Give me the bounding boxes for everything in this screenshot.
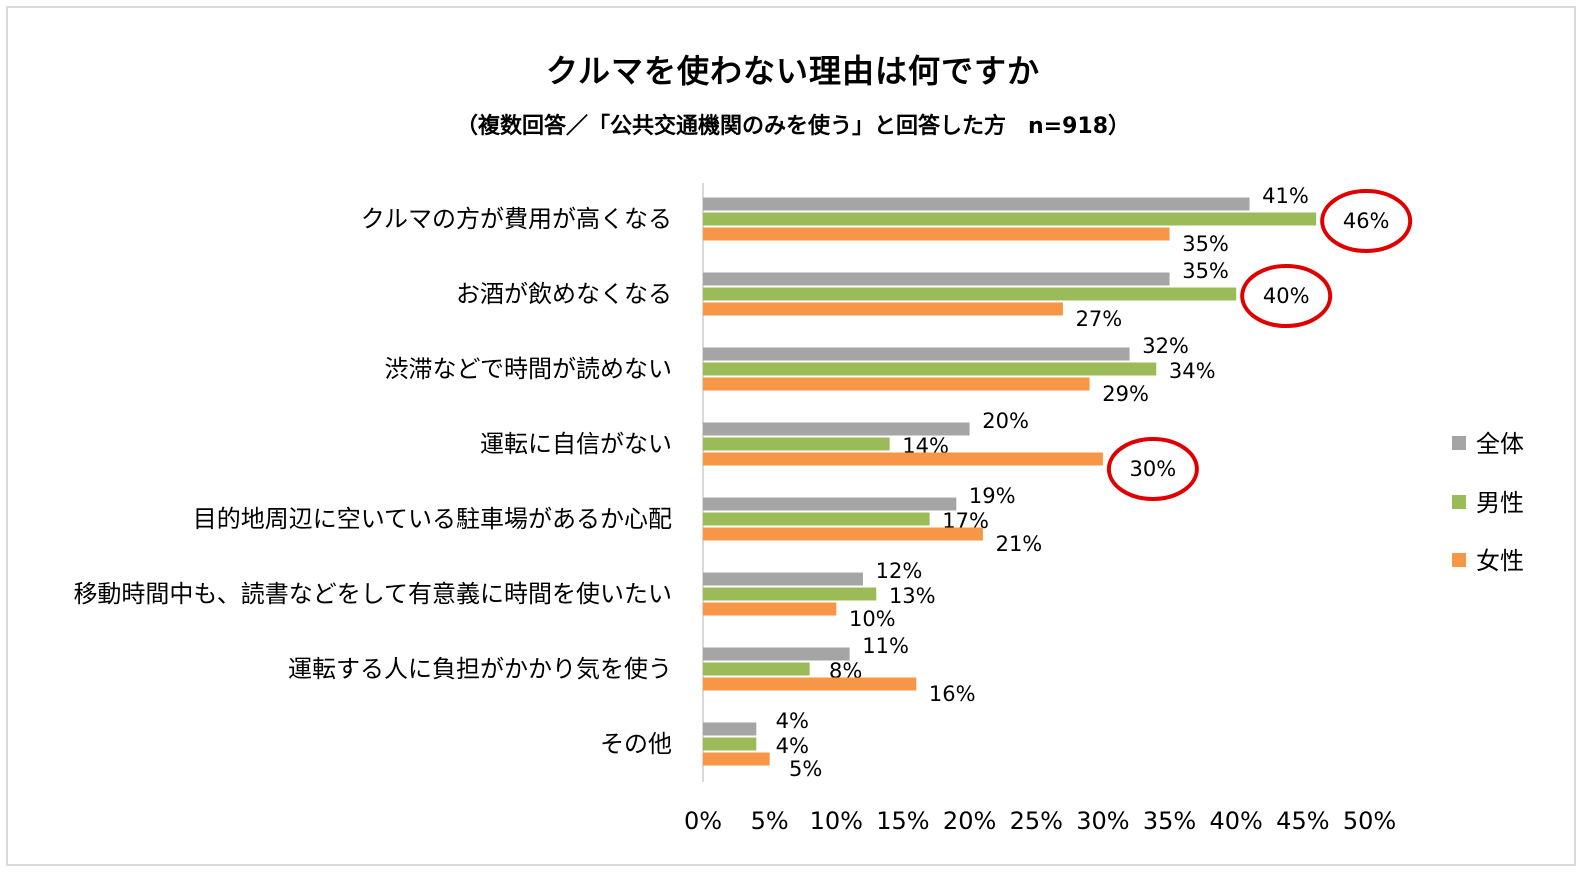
- x-tick-label: 45%: [1276, 807, 1329, 835]
- bar-female: [703, 527, 983, 541]
- bar-all: [703, 422, 970, 436]
- bar-male: [703, 737, 757, 751]
- value-label: 46%: [1343, 209, 1390, 233]
- category-label: 目的地周辺に空いている駐車場があるか心配: [193, 505, 672, 533]
- x-tick-label: 30%: [1076, 807, 1129, 835]
- category-label: 運転する人に負担がかかり気を使う: [288, 655, 672, 683]
- x-tick-label: 50%: [1343, 807, 1396, 835]
- x-tick-label: 40%: [1210, 807, 1263, 835]
- value-label: 10%: [849, 607, 896, 631]
- bar-male: [703, 512, 930, 526]
- chart-subtitle: （複数回答／「公共交通機関のみを使う」と回答した方 n=918）: [455, 114, 1131, 139]
- value-label: 16%: [929, 682, 976, 706]
- value-label: 32%: [1142, 334, 1189, 358]
- x-tick-label: 10%: [810, 807, 863, 835]
- bar-female: [703, 302, 1063, 316]
- legend-swatch: [1452, 495, 1466, 509]
- category-label: 渋滞などで時間が読めない: [384, 355, 672, 383]
- bar-all: [703, 272, 1170, 286]
- value-label: 35%: [1182, 259, 1229, 283]
- value-label: 20%: [982, 409, 1029, 433]
- value-label: 27%: [1076, 307, 1123, 331]
- value-label: 21%: [996, 532, 1043, 556]
- value-label: 34%: [1169, 359, 1216, 383]
- bar-male: [703, 212, 1317, 226]
- bar-female: [703, 677, 917, 691]
- value-label: 4%: [776, 734, 809, 758]
- bar-all: [703, 722, 757, 736]
- chart-title: クルマを使わない理由は何ですか: [545, 52, 1041, 90]
- value-label: 4%: [776, 709, 809, 733]
- category-label: 移動時間中も、読書などをして有意義に時間を使いたい: [73, 580, 672, 608]
- bar-all: [703, 497, 957, 511]
- highlight-circle: [1106, 437, 1199, 501]
- x-tick-label: 0%: [684, 807, 722, 835]
- legend-swatch: [1452, 553, 1466, 567]
- bar-female: [703, 377, 1090, 391]
- value-label: 12%: [876, 559, 923, 583]
- legend-label: 全体: [1476, 430, 1524, 458]
- legend-label: 女性: [1476, 547, 1524, 575]
- bar-female: [703, 602, 837, 616]
- value-label: 13%: [889, 584, 936, 608]
- bar-male: [703, 287, 1237, 301]
- value-label: 19%: [969, 484, 1016, 508]
- bar-female: [703, 452, 1103, 466]
- bar-male: [703, 362, 1157, 376]
- bar-all: [703, 347, 1130, 361]
- highlight-circle: [1240, 264, 1333, 328]
- value-label: 29%: [1102, 382, 1149, 406]
- bar-male: [703, 662, 810, 676]
- bar-female: [703, 752, 770, 766]
- bar-all: [703, 572, 863, 586]
- legend-swatch: [1452, 436, 1466, 450]
- category-label: 運転に自信がない: [480, 430, 672, 458]
- value-label: 41%: [1262, 184, 1309, 208]
- x-tick-label: 5%: [751, 807, 789, 835]
- x-tick-label: 20%: [943, 807, 996, 835]
- x-tick-label: 25%: [1010, 807, 1063, 835]
- category-label: その他: [600, 730, 672, 758]
- bar-male: [703, 437, 890, 451]
- category-label: お酒が飲めなくなる: [456, 280, 672, 308]
- legend-label: 男性: [1476, 489, 1524, 517]
- highlight-circle: [1320, 189, 1413, 253]
- value-label: 30%: [1130, 457, 1177, 481]
- x-tick-label: 35%: [1143, 807, 1196, 835]
- category-label: クルマの方が費用が高くなる: [361, 205, 672, 233]
- chart-frame: クルマを使わない理由は何ですか （複数回答／「公共交通機関のみを使う」と回答した…: [6, 6, 1576, 866]
- value-label: 5%: [789, 757, 822, 781]
- value-label: 35%: [1182, 232, 1229, 256]
- x-tick-label: 15%: [876, 807, 929, 835]
- bar-male: [703, 587, 877, 601]
- bar-all: [703, 647, 850, 661]
- bar-all: [703, 197, 1250, 211]
- bar-female: [703, 227, 1170, 241]
- value-label: 11%: [862, 634, 909, 658]
- value-label: 40%: [1263, 284, 1310, 308]
